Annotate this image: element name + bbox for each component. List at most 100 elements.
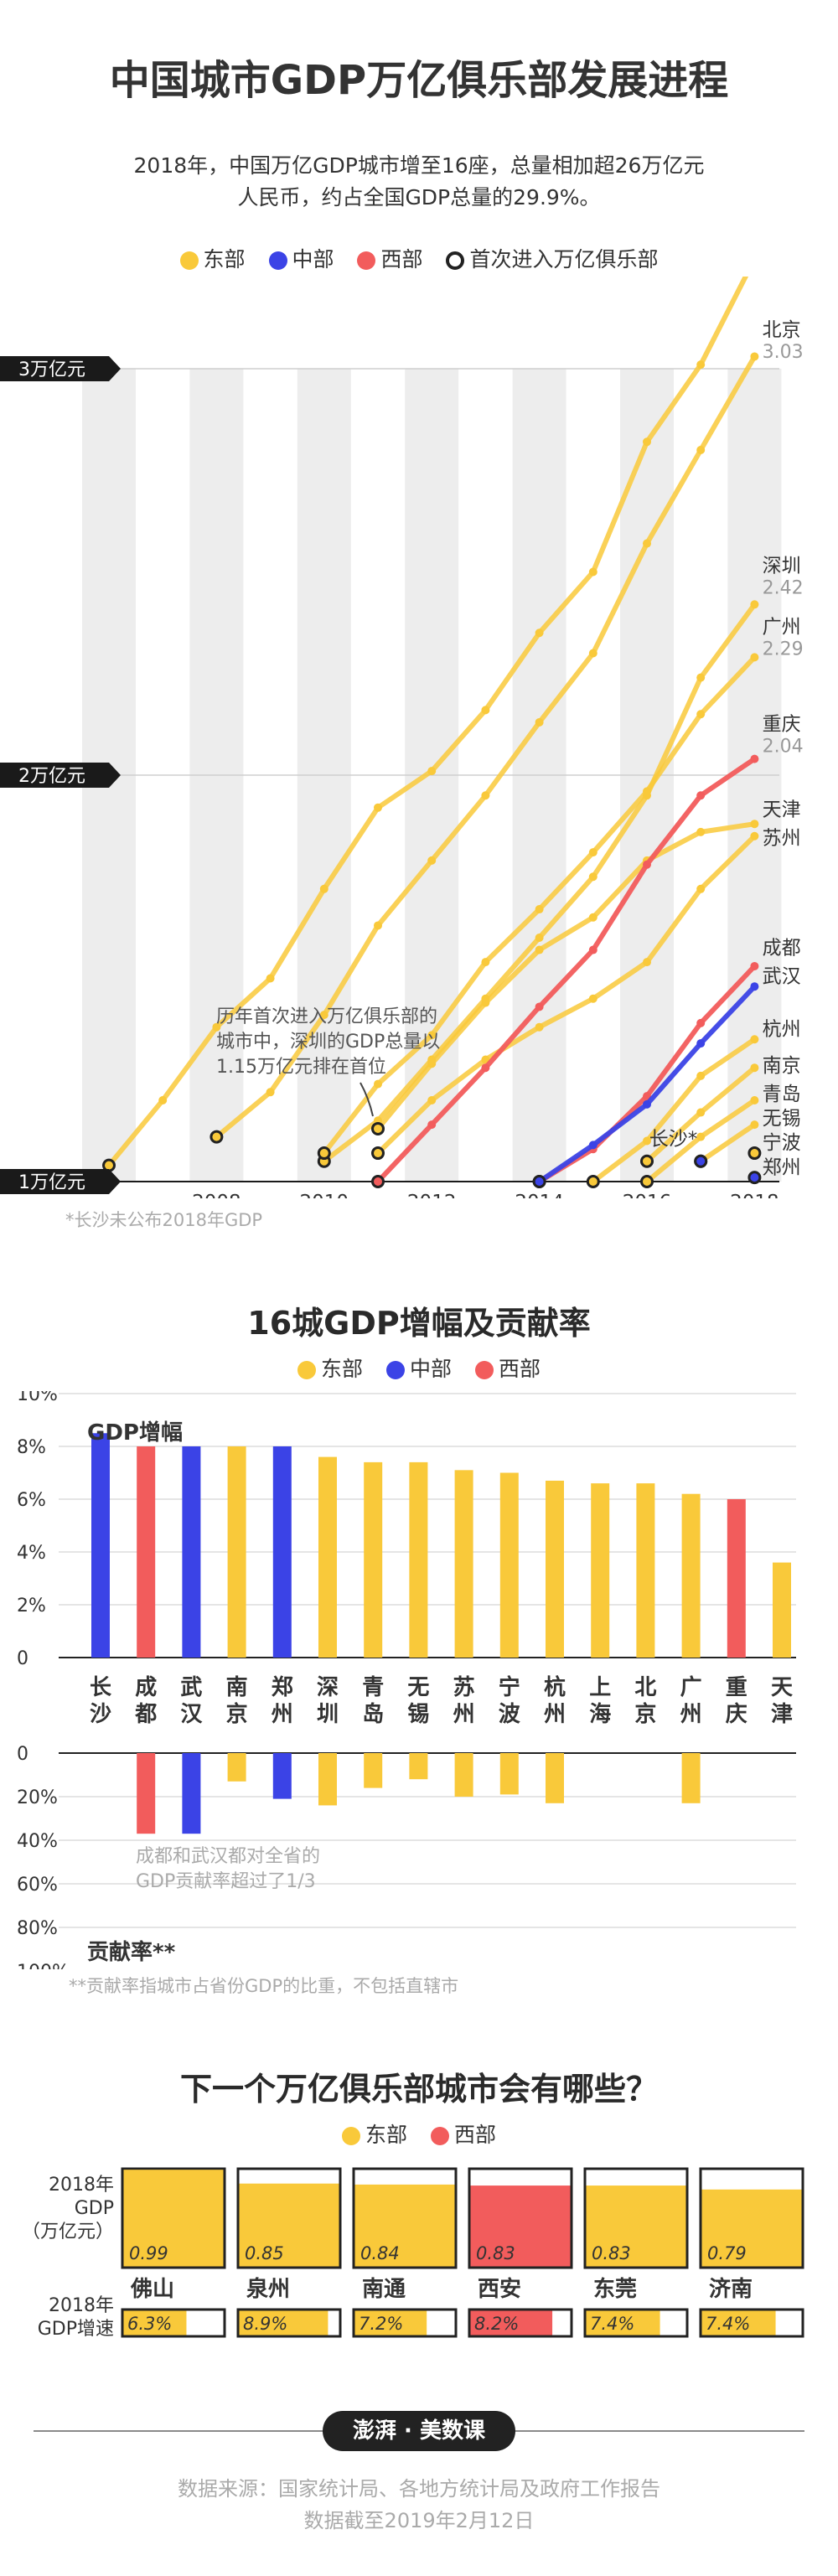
legend-west: 西部 xyxy=(357,243,422,273)
growth-fill xyxy=(123,2310,187,2335)
growth-bars xyxy=(59,1393,796,1658)
x-tick-label: 2018 xyxy=(730,1192,779,1198)
series-label: 深圳 xyxy=(763,556,801,577)
first-entry-marker xyxy=(532,1175,546,1188)
legend-east: 东部 xyxy=(297,1353,363,1383)
gdp-row-label: GDP xyxy=(75,2198,114,2219)
legend-regions-3: 东部 西部 xyxy=(0,2118,838,2149)
series-label: 重庆 xyxy=(763,714,801,736)
growth-tick-label: 4% xyxy=(17,1543,46,1564)
data-point xyxy=(374,803,382,812)
series-line xyxy=(375,833,758,1156)
growth-bar xyxy=(499,1472,519,1658)
series-value-label: 3.03 xyxy=(763,342,804,363)
first-entry-marker xyxy=(747,1146,762,1161)
data-point xyxy=(427,856,437,865)
contribution-bars xyxy=(59,1752,796,1928)
contribution-annotation: 成都和武汉都对全省的 xyxy=(136,1846,320,1867)
data-point xyxy=(696,1132,706,1141)
data-point xyxy=(750,961,759,970)
growth-fill xyxy=(470,2310,553,2335)
data-point xyxy=(696,1108,706,1117)
growth-fill xyxy=(239,2310,328,2335)
first-entry-marker xyxy=(747,1171,762,1185)
gdp-fill xyxy=(239,2183,339,2267)
city-label: 天 xyxy=(771,1675,793,1700)
city-name: 西安 xyxy=(478,2277,521,2302)
series-line xyxy=(375,821,758,1131)
y-tick-tag xyxy=(0,763,121,788)
city-name: 东莞 xyxy=(593,2276,637,2302)
gdp-fill xyxy=(354,2184,455,2267)
legend-regions: 东部 中部 西部 首次进入万亿俱乐部 xyxy=(0,243,838,273)
series-label: 青岛 xyxy=(763,1084,801,1105)
data-point xyxy=(158,1096,168,1104)
data-point xyxy=(750,1096,759,1104)
gdp-value-label: 0.83 xyxy=(476,2243,515,2263)
data-point xyxy=(212,1022,221,1032)
legend-central: 中部 xyxy=(385,1353,452,1383)
contribution-bar xyxy=(227,1753,246,1782)
west-swatch-icon xyxy=(474,1361,494,1379)
contribution-bar xyxy=(681,1753,701,1803)
contribution-bar xyxy=(454,1753,473,1797)
data-point xyxy=(481,706,490,715)
growth-bar xyxy=(546,1480,564,1658)
growth-bar xyxy=(227,1446,246,1658)
first-entry-marker xyxy=(586,1175,600,1188)
data-point xyxy=(427,767,437,776)
data-point xyxy=(750,1120,759,1130)
city-label: 上 xyxy=(589,1675,611,1700)
legend-first-entry: 首次进入万亿俱乐部 xyxy=(446,243,658,273)
data-point xyxy=(535,945,544,954)
series-value-label: 2.04 xyxy=(763,737,804,758)
data-point xyxy=(427,1059,437,1068)
data-point xyxy=(427,1031,437,1040)
series-label: 宁波 xyxy=(763,1132,801,1154)
source-text: 数据来源：国家统计局、各地方统计局及政府工作报告 xyxy=(178,2477,660,2501)
data-point xyxy=(696,673,706,682)
city-name: 济南 xyxy=(709,2277,753,2302)
growth-axis-title: GDP增幅 xyxy=(87,1420,183,1446)
contribution-tick-label: 20% xyxy=(17,1787,58,1808)
y-tick-label: 2万亿元 xyxy=(18,766,85,787)
gdp-value-label: 0.85 xyxy=(245,2243,284,2263)
data-point xyxy=(750,653,759,662)
data-point xyxy=(319,1011,328,1020)
data-point xyxy=(643,1136,651,1146)
data-point xyxy=(535,1002,544,1011)
data-point xyxy=(481,958,490,967)
city-name: 佛山 xyxy=(130,2277,174,2302)
city-label: 州 xyxy=(272,1702,293,1727)
date-text: 数据截至2019年2月12日 xyxy=(303,2509,535,2532)
data-point xyxy=(481,998,490,1007)
data-point xyxy=(588,848,597,857)
data-point xyxy=(266,974,275,983)
city-label: 州 xyxy=(544,1702,566,1727)
series-label: 长沙* xyxy=(649,1128,698,1150)
growth-tick-label: 6% xyxy=(17,1490,46,1511)
growth-value-label: 8.9% xyxy=(243,2314,287,2334)
series-label: 武汉 xyxy=(763,965,801,987)
growth-bar xyxy=(636,1483,655,1658)
city-label: 海 xyxy=(589,1702,611,1727)
contribution-axis-title: 贡献率** xyxy=(87,1939,176,1965)
series-line xyxy=(375,756,758,1184)
central-swatch-icon xyxy=(385,1361,405,1379)
city-label: 汉 xyxy=(180,1702,203,1727)
contribution-annotation: GDP贡献率超过了1/3 xyxy=(136,1871,316,1892)
contribution-tick-label: 0 xyxy=(17,1744,28,1765)
x-tick-label: 2008 xyxy=(192,1192,241,1198)
series-label: 北京 xyxy=(763,319,801,341)
data-point xyxy=(643,958,651,967)
series-line xyxy=(590,1037,758,1184)
bar-chart-title: 16城GDP增幅及贡献率 xyxy=(247,1305,591,1342)
growth-tick-label: 2% xyxy=(17,1596,46,1616)
city-label: 广 xyxy=(680,1675,702,1700)
city-label: 青 xyxy=(362,1675,384,1700)
data-point xyxy=(535,717,544,727)
y-tick-tag xyxy=(0,356,121,381)
growth-fill xyxy=(586,2310,660,2335)
contribution-bar xyxy=(364,1753,383,1788)
